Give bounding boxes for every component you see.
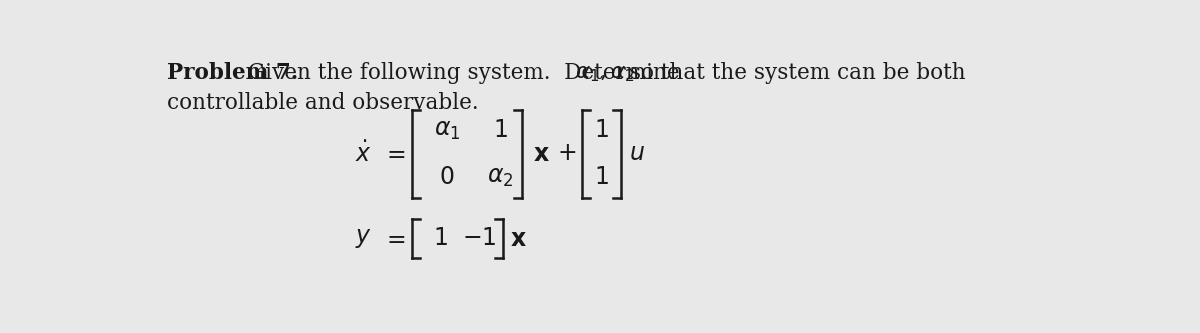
Text: $=$: $=$ <box>382 143 406 166</box>
Text: $1$: $1$ <box>594 119 610 142</box>
Text: $\alpha_2$: $\alpha_2$ <box>487 166 514 188</box>
Text: $\dot{x}$: $\dot{x}$ <box>355 141 372 167</box>
Text: $\mathbf{x}$: $\mathbf{x}$ <box>510 227 527 251</box>
Text: so that the system can be both: so that the system can be both <box>623 62 965 84</box>
Text: $u$: $u$ <box>629 143 644 166</box>
Text: $\mathbf{x}$: $\mathbf{x}$ <box>533 142 550 166</box>
Text: $\alpha_1$: $\alpha_1$ <box>433 119 460 142</box>
Text: Given the following system.  Determine: Given the following system. Determine <box>241 62 680 84</box>
Text: Problem 7.: Problem 7. <box>167 62 299 84</box>
Text: $-1$: $-1$ <box>462 227 497 250</box>
Text: $+$: $+$ <box>557 143 576 166</box>
Text: $1$: $1$ <box>433 227 448 250</box>
Text: controllable and observable.: controllable and observable. <box>167 92 479 114</box>
Text: $1$: $1$ <box>594 166 610 188</box>
Text: $=$: $=$ <box>382 227 406 250</box>
Text: $y$: $y$ <box>355 227 372 250</box>
Text: $\alpha_1, \alpha_2$: $\alpha_1, \alpha_2$ <box>575 62 635 84</box>
Text: $0$: $0$ <box>439 166 455 188</box>
Text: $1$: $1$ <box>493 119 508 142</box>
